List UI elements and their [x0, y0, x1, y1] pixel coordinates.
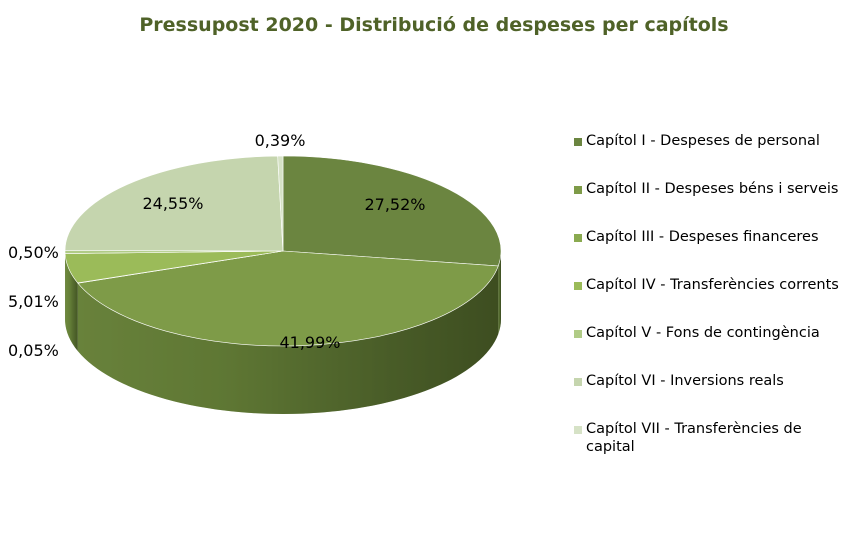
data-label: 0,39% [255, 131, 306, 150]
pie-slice [77, 250, 499, 347]
legend-label: Capítol I - Despeses de personal [586, 133, 820, 149]
pie-slice-side [498, 251, 501, 334]
legend-item: Capítol V - Fons de contingència [572, 324, 857, 372]
legend-label: Capítol III - Despeses financeres [586, 229, 819, 245]
pie-slice-side-tint [498, 251, 501, 334]
pie-slice-side [77, 265, 499, 414]
chart-title: Pressupost 2020 - Distribució de despese… [139, 14, 729, 36]
legend-item: Capítol VII - Transferències de capital [572, 420, 857, 468]
legend-item: Capítol II - Despeses béns i serveis [572, 180, 857, 228]
legend: Capítol I - Despeses de personal Capítol… [572, 132, 857, 468]
data-label: 0,50% [8, 243, 59, 262]
pie-slice-side-tint [77, 265, 499, 414]
legend-label: Capítol IV - Transferències corrents [586, 277, 839, 293]
legend-label: Capítol V - Fons de contingència [586, 325, 820, 341]
legend-item: Capítol IV - Transferències corrents [572, 276, 857, 324]
data-label: 24,55% [142, 194, 203, 213]
data-label: 0,05% [8, 341, 59, 360]
legend-swatch [574, 282, 582, 290]
legend-swatch [574, 378, 582, 386]
pie-slice [64, 155, 284, 252]
legend-swatch [574, 426, 582, 434]
data-label: 5,01% [8, 292, 59, 311]
pie-slice [282, 155, 502, 267]
legend-label: Capítol VI - Inversions reals [586, 373, 784, 389]
legend-swatch [574, 234, 582, 242]
pie-slice [277, 155, 284, 252]
data-label: 27,52% [364, 195, 425, 214]
legend-item: Capítol VI - Inversions reals [572, 372, 857, 420]
legend-item: Capítol III - Despeses financeres [572, 228, 857, 276]
pie-slice-side-tint [65, 253, 78, 351]
legend-swatch [574, 186, 582, 194]
pie-slice-side [65, 253, 78, 351]
legend-item: Capítol I - Despeses de personal [572, 132, 857, 180]
legend-label: Capítol VII - Transferències de capital [586, 421, 802, 455]
legend-swatch [574, 138, 582, 146]
data-label: 41,99% [279, 333, 340, 352]
legend-swatch [574, 330, 582, 338]
legend-label: Capítol II - Despeses béns i serveis [586, 181, 839, 197]
